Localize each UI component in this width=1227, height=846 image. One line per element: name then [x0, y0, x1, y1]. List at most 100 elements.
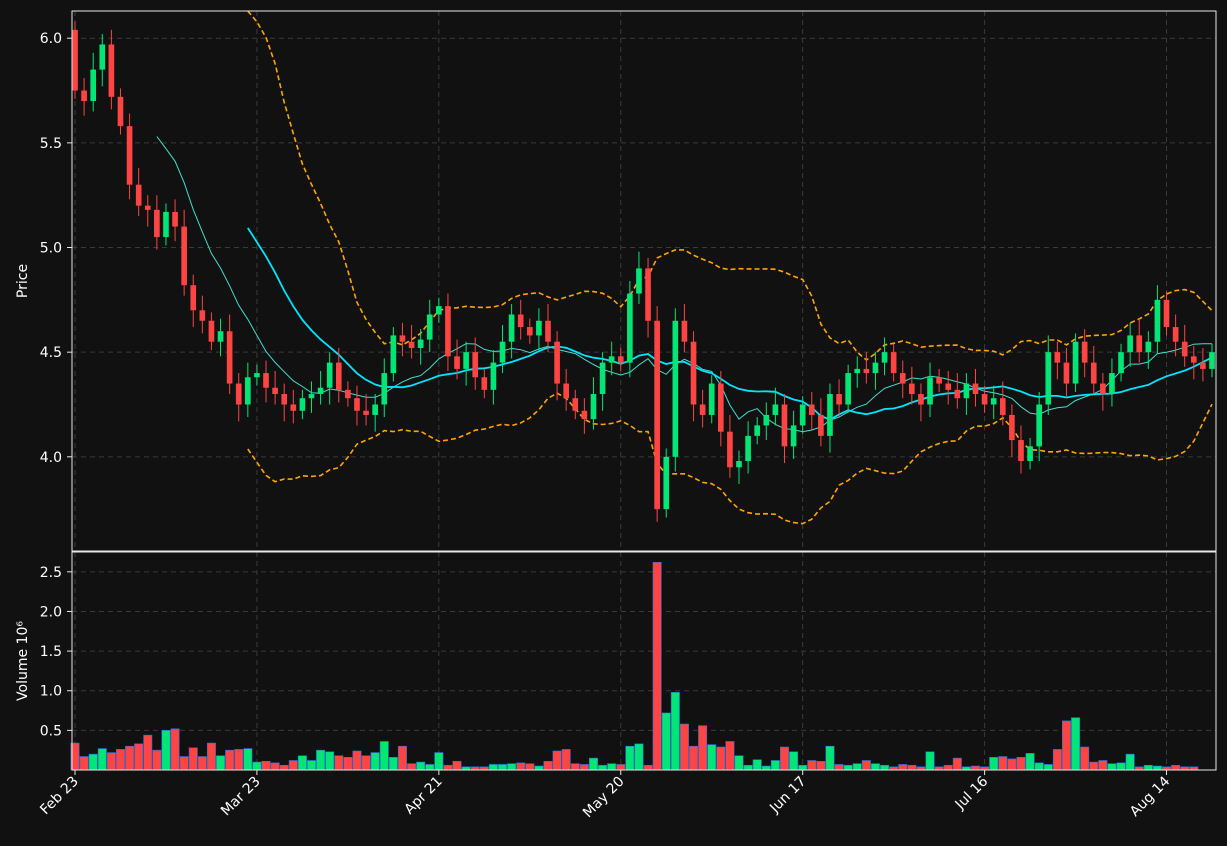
- volume-bar: [1025, 753, 1035, 771]
- volume-bar: [443, 764, 453, 771]
- volume-bar: [579, 764, 589, 771]
- volume-bar: [770, 760, 780, 771]
- candle-body: [1163, 299, 1170, 328]
- volume-bar: [225, 749, 235, 771]
- volume-bar: [1043, 764, 1053, 771]
- volume-bar: [870, 763, 880, 771]
- volume-bar: [106, 752, 116, 771]
- volume-bar: [598, 764, 608, 771]
- volume-bar: [388, 757, 398, 771]
- volume-bar: [734, 755, 744, 771]
- bollinger-lower-line: [247, 392, 1213, 525]
- volume-bar: [1089, 761, 1099, 771]
- price-axis-title: Price: [15, 264, 31, 298]
- candle-body: [590, 394, 597, 420]
- volume-bar: [161, 730, 171, 771]
- candle-body: [636, 268, 642, 294]
- volume-bar: [998, 756, 1008, 771]
- volume-axis-title: Volume 10⁶: [15, 621, 31, 701]
- candle-body: [581, 410, 588, 420]
- candle-body: [672, 320, 679, 457]
- candle-body: [863, 368, 870, 374]
- volume-bar: [1016, 757, 1026, 771]
- candle-body: [1190, 356, 1197, 363]
- volume-bar: [907, 764, 917, 771]
- volume-bar: [434, 752, 444, 771]
- volume-bar: [761, 765, 771, 771]
- candle-body: [663, 456, 670, 510]
- candle-body: [554, 341, 560, 384]
- candle-body: [1145, 341, 1152, 353]
- volume-ytick-label: 1.5: [40, 644, 62, 660]
- volume-bar: [507, 763, 517, 771]
- volume-bar: [516, 762, 526, 771]
- volume-bars: [70, 562, 1199, 771]
- volume-bar: [798, 764, 808, 771]
- volume-bar: [297, 755, 307, 771]
- volume-bar: [234, 749, 244, 771]
- candle-body: [772, 404, 779, 415]
- candle-body: [1127, 335, 1133, 353]
- volume-bar: [79, 756, 89, 771]
- candle-body: [599, 362, 606, 395]
- volume-bar: [661, 712, 671, 771]
- candle-body: [790, 425, 797, 447]
- candle-body: [499, 341, 506, 363]
- candle-body: [408, 341, 415, 348]
- candle-body: [981, 394, 988, 405]
- candle-body: [936, 377, 942, 384]
- x-tick-label: Jul 16: [952, 773, 992, 813]
- candle-body: [99, 44, 106, 70]
- candle-body: [881, 352, 888, 363]
- candle-body: [1181, 341, 1188, 357]
- candle-body: [144, 205, 151, 210]
- candle-body: [845, 373, 851, 405]
- candle-body: [890, 352, 897, 374]
- x-tick-label: Feb 23: [37, 774, 82, 819]
- volume-ytick-label: 0.5: [40, 723, 62, 739]
- volume-bar: [1007, 758, 1017, 771]
- volume-bar: [1052, 749, 1062, 771]
- volume-bar: [679, 723, 689, 771]
- candle-body: [763, 414, 770, 426]
- volume-ytick-label: 2.0: [40, 604, 62, 620]
- candle-body: [445, 306, 451, 357]
- volume-bar: [1125, 753, 1135, 771]
- axis-labels: 4.0 4.5 5.0 5.5 6.0 0.5 1.0 1.5 2.0 2.5 Feb 23 Mar …: [15, 31, 1173, 821]
- volume-bar: [880, 764, 890, 771]
- volume-bar: [325, 751, 335, 771]
- volume-bar: [570, 763, 580, 771]
- volume-bar: [689, 745, 699, 771]
- volume-bar: [716, 746, 726, 771]
- candle-body: [754, 425, 761, 436]
- volume-bar: [307, 760, 316, 771]
- volume-bar: [861, 760, 871, 771]
- candle-body: [426, 314, 433, 340]
- candle-body: [354, 398, 360, 411]
- volume-bar: [288, 760, 298, 771]
- candle-body: [281, 394, 288, 405]
- volume-bar: [343, 757, 353, 771]
- candle-body: [199, 310, 206, 321]
- candle-body: [290, 404, 297, 411]
- candle-body: [399, 335, 406, 342]
- candle-body: [1063, 362, 1070, 384]
- volume-bar: [115, 749, 125, 771]
- volume-bar: [397, 745, 407, 771]
- candle-body: [326, 362, 333, 388]
- volume-bar: [552, 750, 562, 771]
- volume-bar: [625, 745, 635, 771]
- volume-bar: [943, 764, 953, 771]
- candle-body: [317, 387, 324, 395]
- candle-body: [1200, 362, 1206, 369]
- candle-body: [536, 320, 542, 336]
- volume-bar: [1071, 717, 1081, 771]
- volume-panel-grid: [72, 552, 1216, 770]
- volume-ytick-label: 2.5: [40, 565, 62, 581]
- volume-ytick-label: 1.0: [40, 684, 62, 700]
- volume-bar: [1080, 746, 1090, 771]
- candle-body: [1018, 440, 1024, 461]
- volume-bar: [1152, 765, 1162, 771]
- volume-bar: [252, 761, 262, 771]
